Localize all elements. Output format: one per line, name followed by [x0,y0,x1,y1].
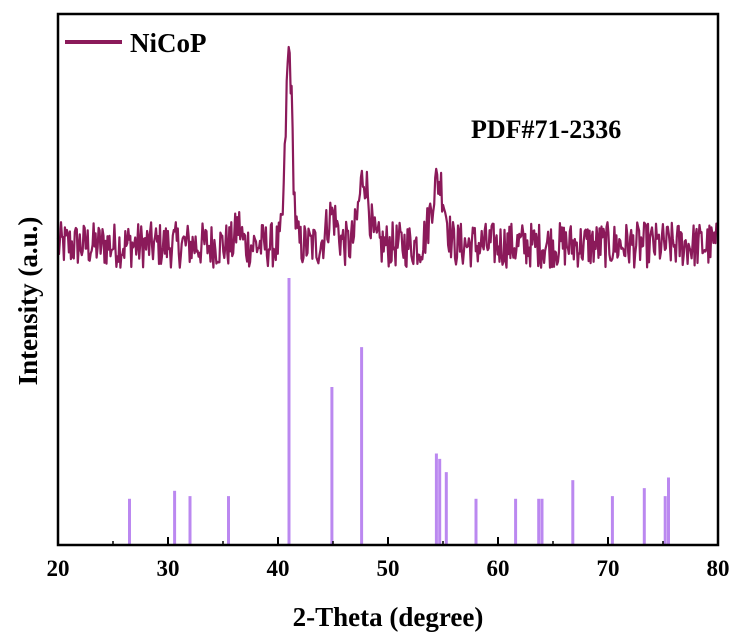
nicop-pattern-line [56,45,719,269]
legend-label-nicop: NiCoP [130,28,207,58]
x-axis-label: 2-Theta (degree) [293,602,484,632]
x-tick-label: 30 [157,556,180,581]
pdf-card-annotation: PDF#71-2336 [471,115,621,144]
x-tick-label: 60 [487,556,510,581]
x-tick-label: 70 [597,556,620,581]
legend: NiCoP [65,28,207,58]
y-axis-label: Intensity (a.u.) [13,217,43,386]
nicop-pattern [56,45,719,269]
x-axis-ticks: 20 30 40 50 60 70 80 [47,537,730,581]
x-tick-label: 40 [267,556,290,581]
x-tick-label: 80 [707,556,730,581]
x-tick-label: 50 [377,556,400,581]
reference-pattern [128,278,670,544]
x-tick-label: 20 [47,556,70,581]
plot-frame [56,12,720,547]
